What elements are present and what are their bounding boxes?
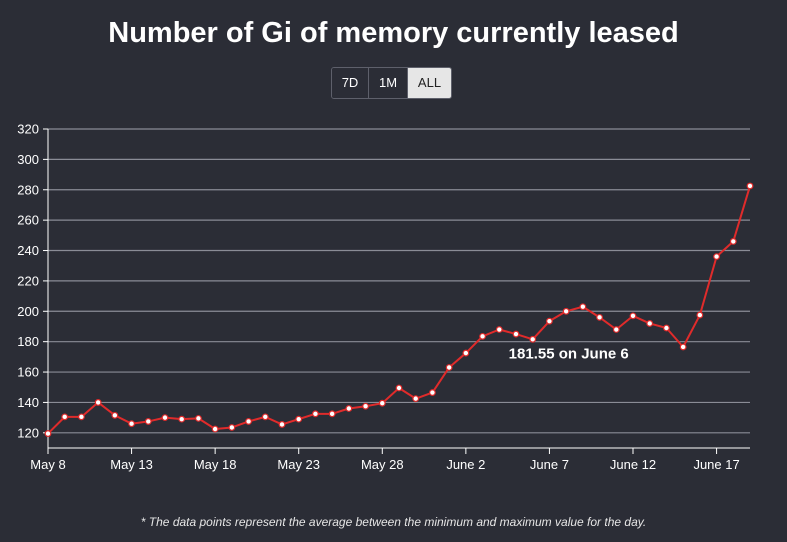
data-point[interactable]	[462, 349, 470, 357]
hover-value-label: 181.55 on June 6	[509, 345, 629, 362]
y-tick-label: 300	[17, 152, 39, 167]
x-tick-label: June 7	[530, 457, 569, 472]
data-point[interactable]	[596, 313, 603, 321]
data-point[interactable]	[629, 312, 637, 320]
series-memory-leased	[44, 182, 754, 437]
data-point[interactable]	[746, 182, 754, 190]
range-all-button[interactable]: ALL	[408, 68, 451, 98]
data-point[interactable]	[612, 326, 620, 333]
y-tick-label: 200	[17, 304, 39, 319]
data-point[interactable]	[479, 332, 486, 340]
data-point[interactable]	[261, 413, 269, 421]
y-tick-label: 240	[17, 243, 39, 258]
y-tick-label: 220	[17, 273, 39, 288]
data-point[interactable]	[295, 415, 303, 423]
x-tick-label: May 18	[194, 457, 237, 472]
data-point[interactable]	[328, 410, 336, 418]
data-point[interactable]	[696, 311, 704, 319]
data-point[interactable]	[646, 320, 654, 327]
y-tick-label: 260	[17, 213, 39, 228]
series-line	[47, 185, 751, 435]
data-point[interactable]	[729, 238, 737, 245]
x-tick-label: May 8	[30, 457, 65, 472]
data-point[interactable]	[362, 402, 369, 410]
x-tick-label: June 2	[446, 457, 485, 472]
range-selector: 7D 1M ALL	[331, 67, 452, 99]
data-point[interactable]	[211, 425, 219, 433]
data-point[interactable]	[429, 389, 436, 396]
data-point[interactable]	[445, 364, 453, 371]
data-point[interactable]	[111, 411, 119, 419]
data-point[interactable]	[78, 413, 85, 421]
range-7d-button[interactable]: 7D	[332, 68, 369, 98]
x-tick-label: May 13	[110, 457, 153, 472]
annotations: 181.55 on June 6	[509, 345, 629, 362]
gridlines	[48, 128, 750, 434]
y-tick-label: 120	[17, 425, 39, 440]
y-tick-label: 160	[17, 365, 39, 380]
y-tick-label: 140	[17, 395, 39, 410]
y-tick-label: 320	[17, 122, 39, 137]
data-point[interactable]	[245, 418, 252, 425]
data-point[interactable]	[412, 395, 420, 403]
x-tick-label: June 12	[610, 457, 656, 472]
range-1m-button[interactable]: 1M	[369, 68, 408, 98]
y-tick-label: 280	[17, 182, 39, 197]
data-point[interactable]	[161, 414, 169, 422]
axes: 120 140 160 180 200 220 240 260 280 300 320 May 8 Ma…	[17, 122, 750, 472]
chart-footnote: * The data points represent the average …	[140, 515, 647, 529]
data-point[interactable]	[178, 415, 186, 423]
data-point[interactable]	[195, 414, 202, 422]
data-point[interactable]	[512, 330, 520, 338]
data-point[interactable]	[579, 303, 587, 311]
data-point[interactable]	[278, 421, 286, 428]
data-point[interactable]	[228, 424, 236, 431]
data-point[interactable]	[94, 399, 102, 406]
x-tick-label: May 23	[277, 457, 320, 472]
data-point[interactable]	[529, 335, 537, 343]
x-tick-label: May 28	[361, 457, 404, 472]
data-point[interactable]	[378, 399, 386, 407]
data-point[interactable]	[312, 410, 319, 418]
data-point[interactable]	[144, 418, 152, 425]
data-point[interactable]	[395, 384, 403, 392]
data-point[interactable]	[679, 343, 687, 351]
y-tick-label: 180	[17, 334, 39, 349]
data-point[interactable]	[546, 317, 553, 325]
data-point[interactable]	[345, 405, 353, 412]
data-point[interactable]	[562, 307, 570, 315]
data-point[interactable]	[61, 413, 69, 421]
data-point[interactable]	[495, 326, 503, 333]
data-point[interactable]	[713, 253, 720, 261]
data-point[interactable]	[663, 324, 670, 332]
data-point[interactable]	[44, 430, 52, 437]
x-tick-label: June 17	[693, 457, 739, 472]
chart-title: Number of Gi of memory currently leased	[108, 17, 679, 49]
data-point[interactable]	[128, 420, 135, 428]
